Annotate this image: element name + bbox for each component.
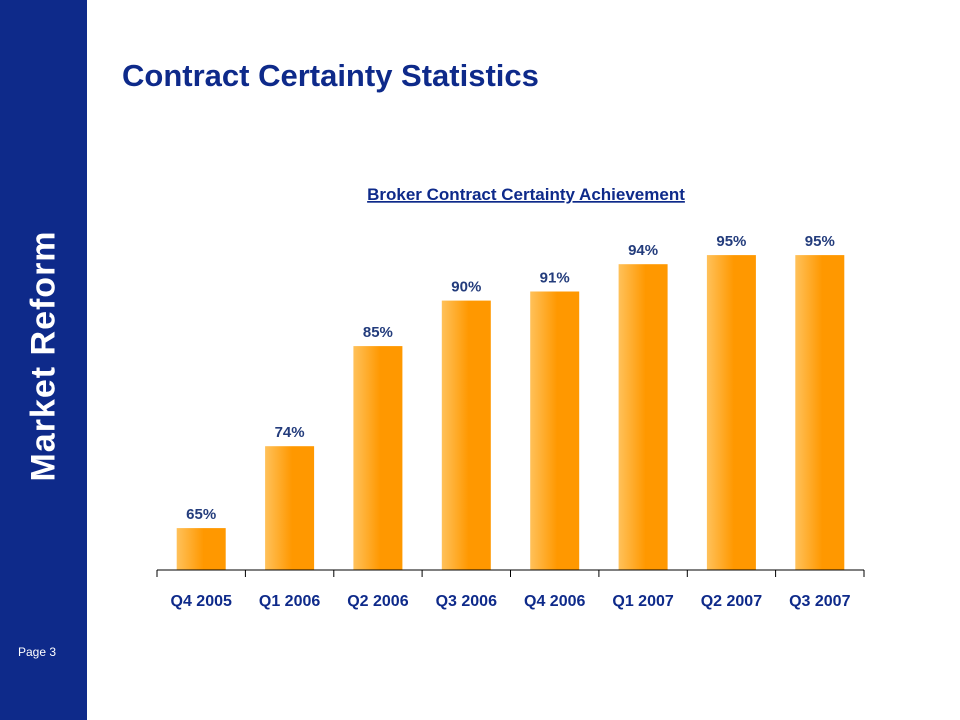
chart-title: Broker Contract Certainty Achievement: [367, 185, 685, 204]
data-label: 65%: [186, 506, 216, 523]
bars-group: 65% 74% 85% 90% 91% 94% 95% 95%: [176, 233, 845, 570]
x-tick-label: Q4 2006: [524, 593, 585, 610]
bar-q2-2006: [353, 346, 403, 570]
bar-q4-2006: [530, 291, 580, 570]
bar-q3-2006: [441, 300, 491, 570]
data-label: 85%: [363, 324, 393, 341]
data-label: 95%: [716, 233, 746, 250]
bar-q2-2007: [706, 255, 756, 570]
bar-q3-2007: [795, 255, 845, 570]
bar-q1-2007: [618, 264, 668, 570]
x-tick-label: Q3 2007: [789, 593, 850, 610]
x-tick-label: Q4 2005: [171, 593, 232, 610]
sidebar: Market Reform Page 3: [0, 0, 87, 720]
x-tick-label: Q1 2006: [259, 593, 320, 610]
x-tick-label: Q3 2006: [436, 593, 497, 610]
page-title: Contract Certainty Statistics: [122, 58, 539, 93]
data-label: 91%: [540, 270, 570, 287]
data-label: 74%: [275, 424, 305, 441]
data-label: 95%: [805, 233, 835, 250]
bar-q1-2006: [265, 446, 315, 570]
x-axis: Q4 2005 Q1 2006 Q2 2006 Q3 2006 Q4 2006 Q1 20…: [156, 569, 865, 610]
data-label: 94%: [628, 242, 658, 259]
page-number: Page 3: [18, 645, 57, 659]
x-tick-label: Q2 2006: [347, 593, 408, 610]
x-tick-label: Q2 2007: [701, 593, 762, 610]
bar-q4-2005: [176, 528, 226, 570]
data-label: 90%: [451, 279, 481, 296]
x-tick-label: Q1 2007: [612, 593, 673, 610]
